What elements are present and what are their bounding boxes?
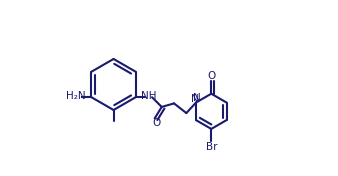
Text: O: O: [207, 71, 215, 81]
Text: O: O: [152, 118, 160, 128]
Text: H₂N: H₂N: [66, 91, 86, 101]
Text: N: N: [191, 94, 199, 104]
Text: Br: Br: [206, 142, 217, 152]
Text: NH: NH: [141, 91, 156, 101]
Text: N: N: [193, 93, 201, 103]
